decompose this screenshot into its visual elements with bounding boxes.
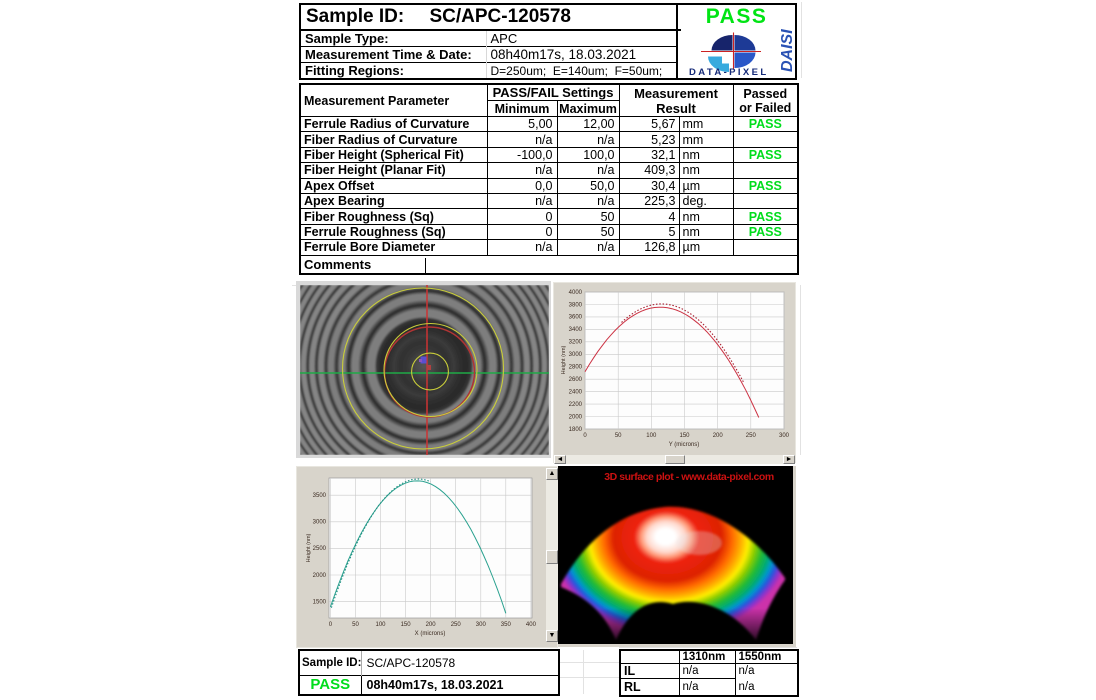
svg-text:Y (microns): Y (microns) <box>669 442 700 448</box>
svg-text:3500: 3500 <box>313 493 327 499</box>
svg-text:0: 0 <box>583 433 587 439</box>
svg-text:2800: 2800 <box>569 365 583 371</box>
svg-text:1800: 1800 <box>569 427 583 433</box>
svg-text:300: 300 <box>476 622 487 628</box>
svg-text:DATA-PIXEL: DATA-PIXEL <box>689 67 769 77</box>
svg-text:200: 200 <box>426 622 437 628</box>
svg-text:50: 50 <box>352 622 359 628</box>
svg-text:X (microns): X (microns) <box>415 631 446 637</box>
svg-text:0: 0 <box>329 622 333 628</box>
svg-text:200: 200 <box>713 433 724 439</box>
svg-text:3D surface plot - www.data-pix: 3D surface plot - www.data-pixel.com <box>604 471 774 483</box>
svg-text:2400: 2400 <box>569 389 583 395</box>
svg-text:50: 50 <box>615 433 622 439</box>
svg-text:100: 100 <box>646 433 657 439</box>
svg-text:3400: 3400 <box>569 327 583 333</box>
svg-text:250: 250 <box>451 622 462 628</box>
svg-text:400: 400 <box>526 622 537 628</box>
svg-text:3200: 3200 <box>569 340 583 346</box>
svg-text:250: 250 <box>746 433 757 439</box>
svg-text:3000: 3000 <box>313 520 327 526</box>
svg-text:4000: 4000 <box>569 290 583 296</box>
svg-text:1500: 1500 <box>313 599 327 605</box>
svg-text:2500: 2500 <box>313 546 327 552</box>
svg-text:2600: 2600 <box>569 377 583 383</box>
svg-text:150: 150 <box>401 622 412 628</box>
svg-text:2000: 2000 <box>313 573 327 579</box>
svg-text:2200: 2200 <box>569 402 583 408</box>
svg-text:3800: 3800 <box>569 302 583 308</box>
svg-text:300: 300 <box>779 433 790 439</box>
svg-text:100: 100 <box>375 622 386 628</box>
svg-text:2000: 2000 <box>569 414 583 420</box>
svg-text:Height (nm): Height (nm) <box>306 533 312 562</box>
svg-text:Height (nm): Height (nm) <box>561 345 567 374</box>
svg-text:150: 150 <box>679 433 690 439</box>
svg-text:3000: 3000 <box>569 352 583 358</box>
svg-text:DAISI: DAISI <box>779 29 795 72</box>
svg-text:3600: 3600 <box>569 315 583 321</box>
svg-text:350: 350 <box>501 622 512 628</box>
